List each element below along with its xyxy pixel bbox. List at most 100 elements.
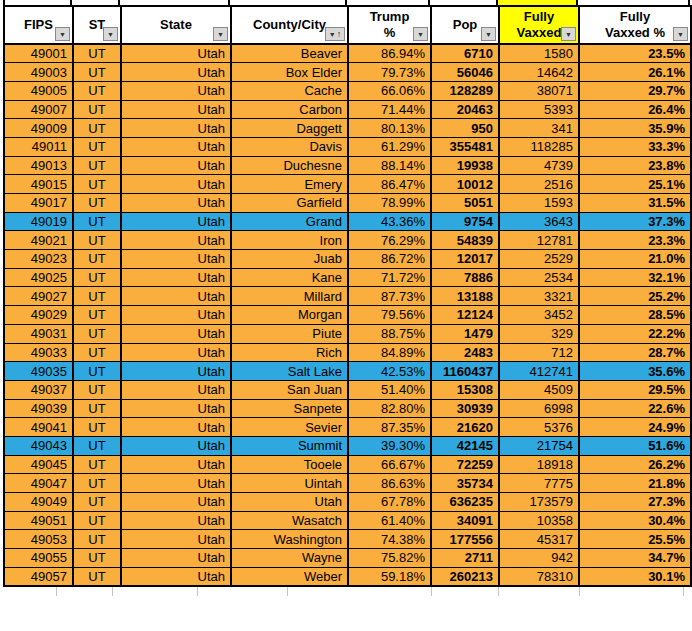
cell-county-city[interactable]: Tooele bbox=[231, 455, 348, 474]
cell-state[interactable]: Utah bbox=[121, 175, 231, 194]
cell-county-city[interactable]: Carbon bbox=[231, 100, 348, 119]
cell-st[interactable]: UT bbox=[73, 268, 121, 287]
cell-fully-vaxxed[interactable]: 14642 bbox=[499, 63, 579, 82]
cell-fips[interactable]: 49007 bbox=[4, 100, 73, 119]
cell-trump-pct[interactable]: 79.73% bbox=[348, 63, 431, 82]
cell-fully-vaxxed[interactable]: 78310 bbox=[499, 567, 579, 586]
cell-st[interactable]: UT bbox=[73, 455, 121, 474]
cell-state[interactable]: Utah bbox=[121, 380, 231, 399]
cell-st[interactable]: UT bbox=[73, 418, 121, 437]
cell-state[interactable]: Utah bbox=[121, 156, 231, 175]
cell-st[interactable]: UT bbox=[73, 549, 121, 568]
cell-county-city[interactable]: Uintah bbox=[231, 474, 348, 493]
cell-fully-vaxxed[interactable]: 5376 bbox=[499, 418, 579, 437]
cell-fips[interactable]: 49041 bbox=[4, 418, 73, 437]
cell-fully-vaxxed[interactable]: 7775 bbox=[499, 474, 579, 493]
cell-fully-vaxxed-pct[interactable]: 25.1% bbox=[579, 175, 691, 194]
filter-dropdown-button[interactable]: ▼ bbox=[673, 27, 688, 41]
cell-fully-vaxxed[interactable]: 4509 bbox=[499, 380, 579, 399]
cell-st[interactable]: UT bbox=[73, 137, 121, 156]
cell-state[interactable]: Utah bbox=[121, 231, 231, 250]
cell-fully-vaxxed-pct[interactable]: 23.8% bbox=[579, 156, 691, 175]
cell-fully-vaxxed[interactable]: 173579 bbox=[499, 493, 579, 512]
cell-trump-pct[interactable]: 67.78% bbox=[348, 493, 431, 512]
cell-state[interactable]: Utah bbox=[121, 81, 231, 100]
cell-fully-vaxxed[interactable]: 942 bbox=[499, 549, 579, 568]
cell-fips[interactable]: 49001 bbox=[4, 44, 73, 63]
cell-fully-vaxxed-pct[interactable]: 21.8% bbox=[579, 474, 691, 493]
cell-fully-vaxxed[interactable]: 118285 bbox=[499, 137, 579, 156]
cell-fully-vaxxed-pct[interactable]: 34.7% bbox=[579, 549, 691, 568]
cell-county-city[interactable]: San Juan bbox=[231, 380, 348, 399]
cell-state[interactable]: Utah bbox=[121, 418, 231, 437]
cell-fully-vaxxed-pct[interactable]: 26.2% bbox=[579, 455, 691, 474]
cell-fips[interactable]: 49047 bbox=[4, 474, 73, 493]
cell-pop[interactable]: 10012 bbox=[431, 175, 499, 194]
cell-fips[interactable]: 49023 bbox=[4, 250, 73, 269]
cell-trump-pct[interactable]: 88.75% bbox=[348, 324, 431, 343]
cell-fips[interactable]: 49025 bbox=[4, 268, 73, 287]
cell-fips[interactable]: 49051 bbox=[4, 511, 73, 530]
cell-fips[interactable]: 49035 bbox=[4, 362, 73, 381]
cell-pop[interactable]: 12017 bbox=[431, 250, 499, 269]
cell-pop[interactable]: 636235 bbox=[431, 493, 499, 512]
cell-county-city[interactable]: Iron bbox=[231, 231, 348, 250]
cell-fips[interactable]: 49011 bbox=[4, 137, 73, 156]
cell-fips[interactable]: 49017 bbox=[4, 194, 73, 213]
cell-fips[interactable]: 49005 bbox=[4, 81, 73, 100]
cell-pop[interactable]: 2711 bbox=[431, 549, 499, 568]
cell-st[interactable]: UT bbox=[73, 231, 121, 250]
cell-fips[interactable]: 49049 bbox=[4, 493, 73, 512]
cell-state[interactable]: Utah bbox=[121, 212, 231, 231]
cell-st[interactable]: UT bbox=[73, 567, 121, 586]
column-header-fully-vaxxed-pct[interactable]: Fully Vaxxed % ▼ bbox=[579, 6, 691, 44]
cell-state[interactable]: Utah bbox=[121, 194, 231, 213]
cell-state[interactable]: Utah bbox=[121, 63, 231, 82]
cell-pop[interactable]: 2483 bbox=[431, 343, 499, 362]
cell-fips[interactable]: 49019 bbox=[4, 212, 73, 231]
cell-state[interactable]: Utah bbox=[121, 362, 231, 381]
cell-fips[interactable]: 49053 bbox=[4, 530, 73, 549]
cell-county-city[interactable]: Juab bbox=[231, 250, 348, 269]
cell-st[interactable]: UT bbox=[73, 44, 121, 63]
cell-fully-vaxxed[interactable]: 10358 bbox=[499, 511, 579, 530]
cell-fully-vaxxed-pct[interactable]: 30.4% bbox=[579, 511, 691, 530]
cell-fips[interactable]: 49009 bbox=[4, 119, 73, 138]
cell-state[interactable]: Utah bbox=[121, 100, 231, 119]
cell-county-city[interactable]: Box Elder bbox=[231, 63, 348, 82]
cell-fully-vaxxed[interactable]: 12781 bbox=[499, 231, 579, 250]
cell-state[interactable]: Utah bbox=[121, 137, 231, 156]
cell-fully-vaxxed-pct[interactable]: 31.5% bbox=[579, 194, 691, 213]
cell-county-city[interactable]: Washington bbox=[231, 530, 348, 549]
cell-trump-pct[interactable]: 76.29% bbox=[348, 231, 431, 250]
filter-dropdown-button[interactable]: ▼ bbox=[213, 27, 228, 41]
cell-state[interactable]: Utah bbox=[121, 549, 231, 568]
filter-dropdown-button[interactable]: ▼ bbox=[55, 27, 70, 41]
cell-st[interactable]: UT bbox=[73, 343, 121, 362]
cell-fully-vaxxed[interactable]: 2534 bbox=[499, 268, 579, 287]
cell-pop[interactable]: 54839 bbox=[431, 231, 499, 250]
cell-fully-vaxxed[interactable]: 18918 bbox=[499, 455, 579, 474]
cell-fips[interactable]: 49021 bbox=[4, 231, 73, 250]
cell-trump-pct[interactable]: 86.47% bbox=[348, 175, 431, 194]
cell-trump-pct[interactable]: 80.13% bbox=[348, 119, 431, 138]
cell-fully-vaxxed-pct[interactable]: 26.1% bbox=[579, 63, 691, 82]
cell-pop[interactable]: 355481 bbox=[431, 137, 499, 156]
cell-fips[interactable]: 49055 bbox=[4, 549, 73, 568]
cell-trump-pct[interactable]: 51.40% bbox=[348, 380, 431, 399]
cell-pop[interactable]: 34091 bbox=[431, 511, 499, 530]
filter-dropdown-button[interactable]: ▼ bbox=[561, 27, 576, 41]
cell-county-city[interactable]: Cache bbox=[231, 81, 348, 100]
cell-pop[interactable]: 19938 bbox=[431, 156, 499, 175]
cell-fully-vaxxed[interactable]: 2516 bbox=[499, 175, 579, 194]
cell-fips[interactable]: 49015 bbox=[4, 175, 73, 194]
cell-fully-vaxxed-pct[interactable]: 23.3% bbox=[579, 231, 691, 250]
cell-st[interactable]: UT bbox=[73, 362, 121, 381]
cell-st[interactable]: UT bbox=[73, 175, 121, 194]
cell-pop[interactable]: 260213 bbox=[431, 567, 499, 586]
cell-fully-vaxxed[interactable]: 3321 bbox=[499, 287, 579, 306]
cell-county-city[interactable]: Garfield bbox=[231, 194, 348, 213]
cell-trump-pct[interactable]: 66.06% bbox=[348, 81, 431, 100]
cell-fips[interactable]: 49033 bbox=[4, 343, 73, 362]
filter-dropdown-button[interactable]: ▼ bbox=[481, 27, 496, 41]
